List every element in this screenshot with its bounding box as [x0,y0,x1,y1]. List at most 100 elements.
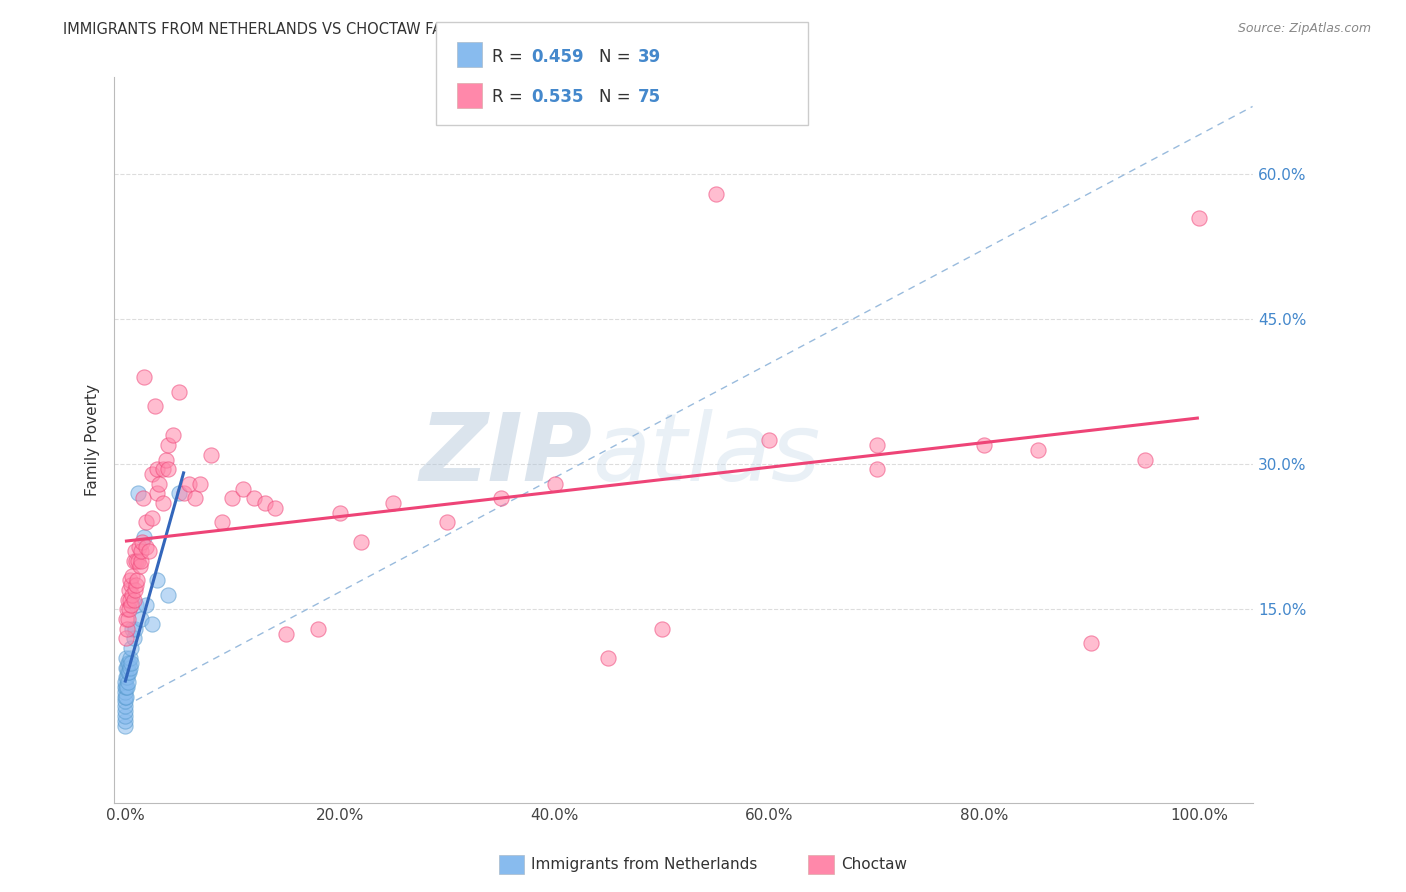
Point [211,516,233,530]
Point [1080,636,1102,650]
Text: Immigrants from Netherlands: Immigrants from Netherlands [531,857,758,871]
Point [155,452,177,467]
Point [115,660,138,674]
Point [114,680,136,694]
Point [114,709,136,723]
Point [134,370,156,384]
Point [120,598,142,612]
Point [156,588,179,602]
Point [120,574,142,588]
Point [118,656,141,670]
Text: atlas: atlas [592,409,821,500]
Point [122,554,145,568]
Point [124,544,146,558]
Point [120,660,142,674]
Point [117,612,139,626]
Point [179,476,201,491]
Point [115,680,138,694]
Point [232,482,254,496]
Point [1026,442,1049,457]
Point [1135,452,1157,467]
Point [382,496,405,510]
Point [114,699,136,714]
Point [253,496,276,510]
Point [1188,211,1211,225]
Point [543,476,565,491]
Point [141,467,163,481]
Point [758,433,780,447]
Point [115,622,138,636]
Point [114,675,136,690]
Text: Source: ZipAtlas.com: Source: ZipAtlas.com [1237,22,1371,36]
Point [264,500,287,515]
Point [307,622,329,636]
Point [115,670,138,684]
Point [143,400,166,414]
Point [120,656,142,670]
Point [115,612,138,626]
Point [115,690,138,704]
Point [651,622,673,636]
Point [173,486,195,500]
Point [866,462,889,476]
Point [117,675,139,690]
Text: R =: R = [492,88,529,106]
Point [114,684,136,698]
Point [135,598,157,612]
Point [120,650,142,665]
Point [704,186,727,201]
Point [167,486,190,500]
Point [115,660,138,674]
Text: IMMIGRANTS FROM NETHERLANDS VS CHOCTAW FAMILY POVERTY CORRELATION CHART: IMMIGRANTS FROM NETHERLANDS VS CHOCTAW F… [63,22,707,37]
Point [146,486,169,500]
Point [117,656,139,670]
Point [866,438,889,452]
Point [134,530,156,544]
Point [243,491,266,506]
Point [148,476,170,491]
Point [156,438,179,452]
Point [162,428,184,442]
Point [127,554,149,568]
Point [152,462,174,476]
Point [124,622,146,636]
Point [121,568,143,582]
Point [146,462,169,476]
Point [117,592,139,607]
Point [129,612,152,626]
Point [114,714,136,728]
Point [114,704,136,718]
Point [120,641,142,656]
Point [274,626,297,640]
Point [973,438,995,452]
Text: 75: 75 [638,88,661,106]
Text: R =: R = [492,48,529,66]
Point [124,578,146,592]
Point [350,534,373,549]
Point [141,510,163,524]
Point [146,574,169,588]
Point [118,583,141,598]
Point [132,491,155,506]
Point [114,690,136,704]
Text: 39: 39 [638,48,662,66]
Text: Choctaw: Choctaw [841,857,907,871]
Point [115,670,138,684]
Point [188,476,211,491]
Point [122,632,145,646]
Point [184,491,207,506]
Point [131,534,153,549]
Point [128,540,150,554]
Point [489,491,512,506]
Point [118,602,141,616]
Point [121,588,143,602]
Point [127,486,149,500]
Point [125,574,148,588]
Point [115,602,138,616]
Point [114,694,136,708]
Point [115,650,138,665]
Point [221,491,243,506]
Text: 0.535: 0.535 [531,88,583,106]
Text: 0.459: 0.459 [531,48,583,66]
Point [129,554,152,568]
